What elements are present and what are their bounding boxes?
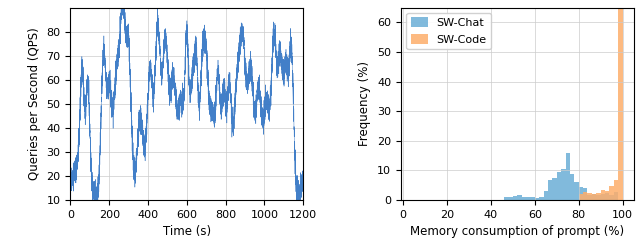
- Bar: [588, 195, 592, 200]
- Bar: [513, 196, 517, 200]
- Bar: [561, 169, 566, 200]
- Bar: [592, 194, 596, 200]
- Bar: [543, 191, 548, 200]
- Y-axis label: Frequency (%): Frequency (%): [358, 61, 371, 146]
- Bar: [574, 182, 579, 200]
- Bar: [526, 197, 531, 200]
- Bar: [609, 195, 614, 200]
- Bar: [504, 197, 508, 200]
- Bar: [614, 180, 618, 200]
- Bar: [605, 193, 609, 200]
- Bar: [583, 192, 588, 200]
- Bar: [539, 197, 543, 200]
- Bar: [535, 198, 539, 200]
- X-axis label: Time (s): Time (s): [163, 225, 211, 238]
- Bar: [531, 197, 535, 200]
- Legend: SW-Chat, SW-Code: SW-Chat, SW-Code: [406, 13, 491, 49]
- Bar: [601, 194, 605, 200]
- Bar: [601, 190, 605, 200]
- Bar: [596, 195, 601, 200]
- Bar: [557, 172, 561, 200]
- Bar: [618, 0, 623, 200]
- Bar: [517, 195, 522, 200]
- Bar: [609, 186, 614, 200]
- Bar: [588, 193, 592, 200]
- Bar: [592, 194, 596, 200]
- Bar: [522, 197, 526, 200]
- Y-axis label: Queries per Second (QPS): Queries per Second (QPS): [28, 27, 41, 180]
- Bar: [583, 188, 588, 200]
- Bar: [605, 191, 609, 200]
- X-axis label: Memory consumption of prompt (%): Memory consumption of prompt (%): [410, 225, 624, 238]
- Bar: [548, 180, 552, 200]
- Bar: [579, 187, 583, 200]
- Bar: [596, 194, 601, 200]
- Bar: [552, 178, 557, 200]
- Bar: [579, 194, 583, 200]
- Bar: [614, 192, 618, 200]
- Bar: [570, 174, 574, 200]
- Bar: [566, 153, 570, 200]
- Bar: [508, 197, 513, 200]
